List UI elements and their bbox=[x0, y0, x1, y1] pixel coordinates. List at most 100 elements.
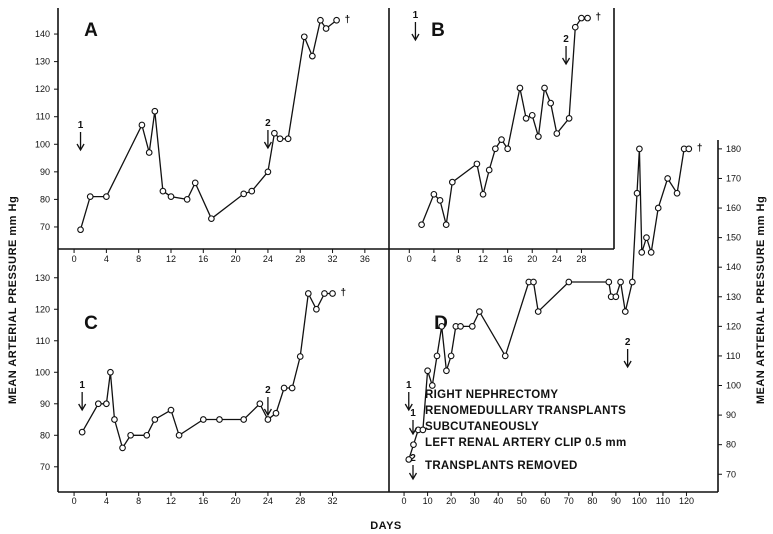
panel-b-marker-2-number: 2 bbox=[563, 34, 569, 45]
panel-c-point-3 bbox=[107, 368, 114, 376]
panel-c-y-tick-label-6: 130 bbox=[35, 273, 50, 283]
panel-b-point-9 bbox=[498, 136, 505, 143]
panel-c-point-21 bbox=[313, 305, 320, 313]
panel-a: A0 4 8 12 16 20 24 28 32 36708090100110120130140†… bbox=[35, 14, 370, 264]
panel-c-point-4 bbox=[111, 416, 118, 423]
legend-line-1: RIGHT NEPHRECTOMY bbox=[425, 389, 558, 401]
panel-d-x-tick-label-8: 80 bbox=[587, 496, 597, 506]
panel-d-point-28 bbox=[643, 234, 650, 241]
panel-a-series-line bbox=[79, 18, 338, 230]
panel-b-point-15 bbox=[541, 84, 548, 92]
panel-d-death-mark: † bbox=[697, 143, 703, 154]
panel-d-y-tick-label-11: 180 bbox=[726, 144, 741, 154]
panel-c-point-8 bbox=[151, 416, 159, 423]
panel-c-point-15 bbox=[264, 416, 272, 423]
panel-b-x-tick-label-0: 0 bbox=[407, 254, 412, 264]
panel-a-point-2 bbox=[103, 193, 110, 200]
panel-b-point-18 bbox=[565, 114, 573, 122]
panel-d-point-1 bbox=[410, 441, 417, 449]
panel-a-marker-2-arrow-icon bbox=[263, 141, 272, 150]
panel-c-marker-2-number: 2 bbox=[265, 385, 271, 396]
panel-b-point-3 bbox=[442, 221, 450, 229]
panel-a-point-13 bbox=[264, 168, 272, 176]
panel-d-x-tick-label-2: 20 bbox=[446, 496, 456, 506]
y-axis-label-right: MEAN ARTERIAL PRESSURE mm Hg bbox=[755, 196, 767, 404]
panel-a-x-tick-label-5: 20 bbox=[231, 254, 241, 264]
panel-c-y-tick-label-0: 70 bbox=[40, 462, 50, 472]
panel-c-point-7 bbox=[143, 431, 151, 439]
panel-c-y-tick-label-3: 100 bbox=[35, 367, 50, 377]
panel-c-point-23 bbox=[329, 290, 336, 297]
panel-c-x-tick-label-5: 20 bbox=[231, 496, 241, 506]
panel-b-point-19 bbox=[571, 23, 579, 31]
panel-a-point-7 bbox=[167, 193, 175, 200]
panel-a-point-20 bbox=[322, 25, 330, 32]
panel-b: B0 4 8 12 16 20 24 28†12 bbox=[407, 10, 601, 264]
panel-b-x-tick-label-5: 20 bbox=[527, 254, 537, 264]
panel-c-x-tick-label-6: 24 bbox=[263, 496, 273, 506]
panel-a-point-6 bbox=[159, 187, 167, 195]
panel-b-x-tick-label-7: 28 bbox=[576, 254, 586, 264]
panel-d-point-31 bbox=[664, 175, 671, 182]
panel-d-point-4 bbox=[424, 367, 431, 375]
panel-d-point-34 bbox=[685, 145, 693, 153]
panel-c-point-11 bbox=[199, 416, 207, 423]
panel-d-point-18 bbox=[565, 278, 573, 286]
legend-marker-2-number: 2 bbox=[410, 453, 416, 464]
panel-d-y-tick-label-10: 170 bbox=[726, 173, 741, 183]
panel-a-point-17 bbox=[300, 33, 308, 41]
panel-d-y-tick-label-4: 110 bbox=[726, 351, 740, 361]
legend-marker-1-arrow-icon bbox=[408, 427, 418, 436]
panel-d-x-tick-label-6: 60 bbox=[540, 496, 550, 506]
panel-d-x-tick-label-9: 90 bbox=[611, 496, 621, 506]
panel-a-x-tick-label-9: 36 bbox=[360, 254, 370, 264]
panel-b-point-6 bbox=[479, 190, 487, 198]
panel-d-x-tick-label-1: 10 bbox=[423, 496, 433, 506]
panel-c-y-tick-label-5: 120 bbox=[35, 304, 50, 314]
panel-d-point-24 bbox=[628, 278, 636, 286]
panel-d-y-tick-label-1: 80 bbox=[726, 440, 736, 450]
panel-d-y-tick-label-9: 160 bbox=[726, 203, 741, 213]
panel-a-x-tick-label-4: 16 bbox=[198, 254, 208, 264]
panel-d-x-tick-label-7: 70 bbox=[564, 496, 574, 506]
panel-d-y-tick-label-0: 70 bbox=[726, 469, 736, 479]
panel-d-marker-1-number: 1 bbox=[406, 380, 412, 391]
panel-d-y-tick-label-8: 150 bbox=[726, 233, 741, 243]
panel-d-marker-2-number: 2 bbox=[625, 337, 631, 348]
panel-a-point-8 bbox=[183, 196, 191, 203]
x-axis-label: DAYS bbox=[370, 520, 402, 532]
panel-c-point-9 bbox=[167, 406, 175, 414]
panel-a-x-tick-label-0: 0 bbox=[72, 254, 77, 264]
panel-c-x-tick-label-8: 32 bbox=[328, 496, 338, 506]
panel-d-point-30 bbox=[654, 204, 662, 212]
panel-b-point-16 bbox=[547, 99, 555, 107]
panel-b-point-21 bbox=[584, 14, 591, 22]
panel-d-point-7 bbox=[438, 323, 446, 330]
panel-b-x-tick-label-4: 16 bbox=[503, 254, 513, 264]
panel-a-death-mark: † bbox=[345, 14, 351, 25]
panel-d-x-tick-label-4: 40 bbox=[493, 496, 503, 506]
panel-c-x-tick-label-4: 16 bbox=[198, 496, 208, 506]
panel-c-point-1 bbox=[94, 400, 102, 408]
panel-d-y-tick-label-6: 130 bbox=[726, 292, 741, 302]
panel-a-y-tick-label-5: 120 bbox=[35, 84, 50, 94]
legend-marker-1-number: 1 bbox=[410, 408, 416, 419]
panel-b-point-0 bbox=[418, 221, 425, 229]
panel-a-point-21 bbox=[333, 16, 340, 24]
panel-c-label: C bbox=[84, 313, 98, 334]
panel-a-marker-2-number: 2 bbox=[265, 118, 271, 129]
y-axis-label-left: MEAN ARTERIAL PRESSURE mm Hg bbox=[7, 196, 19, 404]
panel-d-point-13 bbox=[476, 308, 483, 315]
legend: 1 2 RIGHT NEPHRECTOMY RENOMEDULLARY TRAN… bbox=[408, 389, 626, 481]
panel-c-point-16 bbox=[272, 409, 280, 417]
panel-d-y-tick-label-5: 120 bbox=[726, 321, 741, 331]
panel-a-label: A bbox=[84, 20, 98, 41]
panel-c-point-18 bbox=[288, 384, 296, 392]
panel-d-point-22 bbox=[617, 278, 624, 286]
panel-d-x-tick-label-3: 30 bbox=[470, 496, 480, 506]
panel-b-point-1 bbox=[430, 190, 438, 198]
panel-d-point-3 bbox=[419, 426, 427, 434]
panel-c-point-14 bbox=[256, 400, 264, 408]
panel-b-point-17 bbox=[553, 130, 561, 137]
